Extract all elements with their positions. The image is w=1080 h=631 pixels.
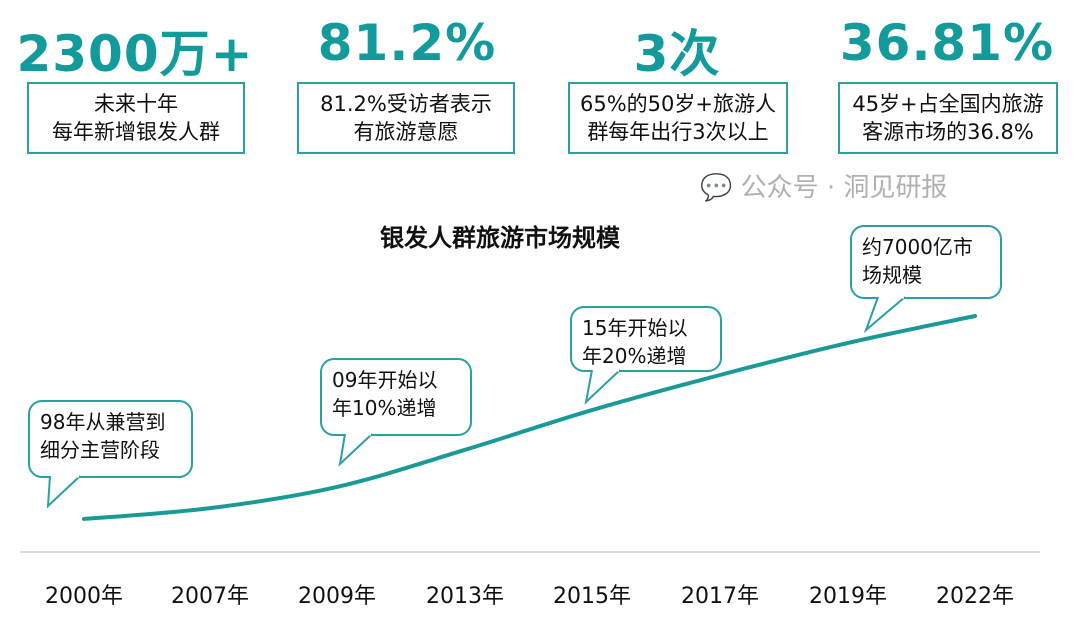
chart-title: 银发人群旅游市场规模 [380,224,620,252]
stat-desc: 81.2%受访者表示 有旅游意愿 [297,82,515,154]
annotation-callout: 约7000亿市 场规模 [850,225,1002,299]
watermark-text: 公众号 · 洞见研报 [740,173,948,203]
annotation-callout: 98年从兼营到 细分主营阶段 [28,400,193,478]
stat-desc: 45岁+占全国内旅游 客源市场的36.8% [838,82,1058,154]
x-tick-label: 2009年 [298,584,376,609]
x-tick-label: 2013年 [426,584,504,609]
stat-value: 36.81% [839,14,1055,72]
series-line [82,314,977,521]
x-tick-label: 2017年 [681,584,759,609]
x-tick-label: 2007年 [171,584,249,609]
watermark: 💬 公众号 · 洞见研报 [700,172,947,204]
stat-desc: 未来十年 每年新增银发人群 [27,82,245,154]
stat-value: 3次 [633,25,721,83]
callout-tail [338,433,373,467]
stat-value: 2300万+ [16,25,254,83]
annotation-callout: 09年开始以 年10%递增 [320,358,472,436]
callout-tail [584,369,621,405]
x-tick-label: 2022年 [936,584,1014,609]
x-tick-label: 2015年 [553,584,631,609]
stat-desc: 65%的50岁+旅游人 群每年出行3次以上 [568,82,788,154]
stat-value: 81.2% [317,14,497,72]
wechat-icon: 💬 [700,173,733,203]
annotation-callout: 15年开始以 年20%递增 [570,306,722,372]
callout-tail [46,475,81,509]
x-tick-label: 2019年 [809,584,887,609]
x-tick-label: 2000年 [45,584,123,609]
callout-tail [863,296,906,334]
